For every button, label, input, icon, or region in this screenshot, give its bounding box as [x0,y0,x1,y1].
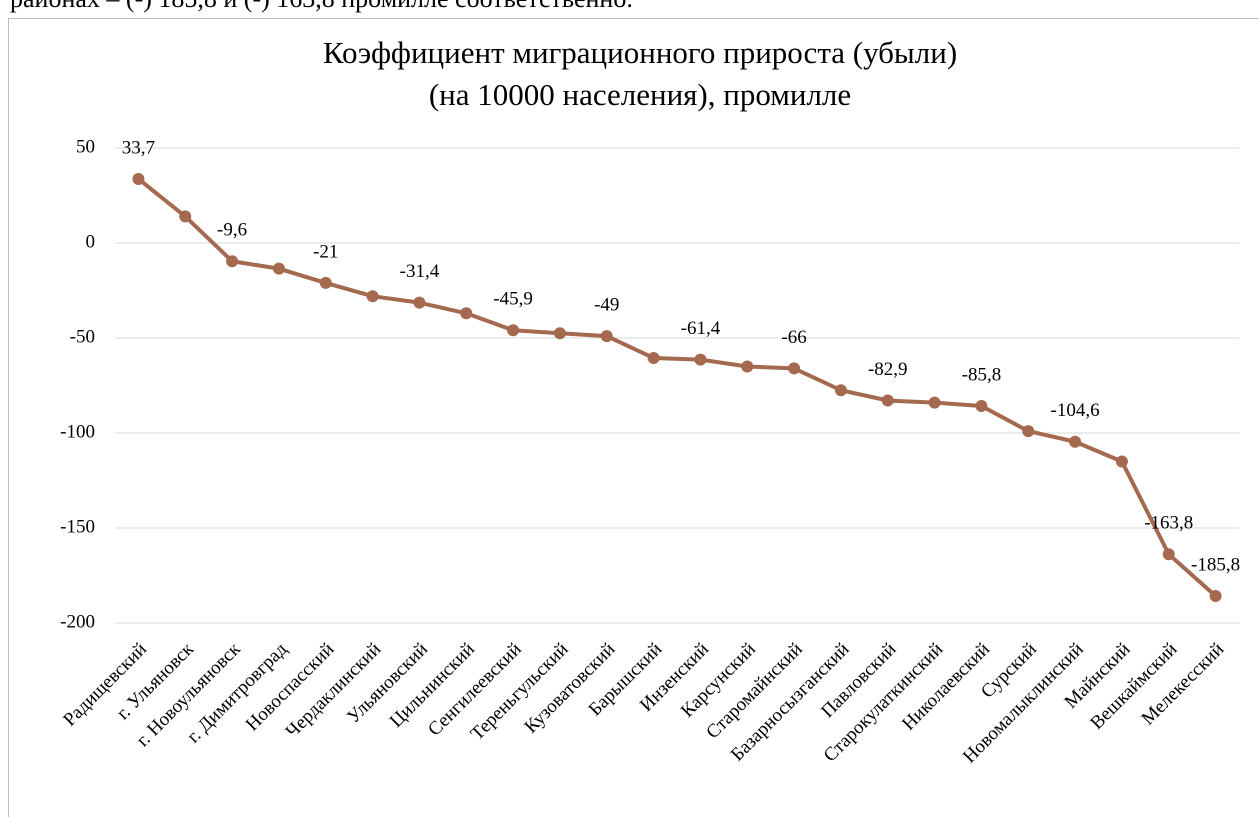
data-label: -49 [594,294,619,315]
marker [413,296,426,309]
data-label: -163,8 [1144,513,1193,534]
marker [600,330,613,343]
marker [1022,425,1035,438]
marker [1209,590,1222,603]
chart-title: (на 10000 населения), промилле [429,77,851,112]
marker [366,290,379,303]
marker [788,362,801,375]
marker [694,353,707,366]
chart-frame [8,18,1259,817]
marker [507,324,520,337]
marker [928,396,941,409]
marker [741,360,754,373]
data-label: 33,7 [122,137,155,158]
data-label: -66 [781,327,806,348]
line [137,177,1217,598]
marker [460,307,473,320]
marker [553,327,566,340]
marker [272,262,285,275]
data-label: -185,8 [1191,554,1240,575]
y-tick-label: 0 [86,231,96,252]
intro-text: районах – (-) 185,8 и (-) 163,8 промилле… [10,0,633,14]
marker [1069,435,1082,448]
data-label: -45,9 [493,289,533,310]
chart-title: Коэффициент миграционного прироста (убыл… [323,35,957,70]
data-label: -61,4 [681,318,721,339]
marker [881,394,894,407]
marker [1115,455,1128,468]
data-label: -104,6 [1051,400,1100,421]
marker [319,276,332,289]
y-tick-label: -50 [70,326,95,347]
data-label: -85,8 [962,364,1002,385]
marker [226,255,239,268]
data-label: -9,6 [217,220,247,241]
y-tick-label: -100 [60,421,95,442]
marker [179,210,192,223]
y-tick-label: -200 [60,611,95,632]
data-label: -21 [313,241,338,262]
data-label: -82,9 [868,359,908,380]
marker [975,400,988,413]
marker [132,172,145,185]
y-tick-label: -150 [60,516,95,537]
y-tick-label: 50 [76,136,95,157]
marker [647,351,660,364]
marker [1162,548,1175,561]
marker [834,384,847,397]
data-label: -31,4 [400,261,440,282]
